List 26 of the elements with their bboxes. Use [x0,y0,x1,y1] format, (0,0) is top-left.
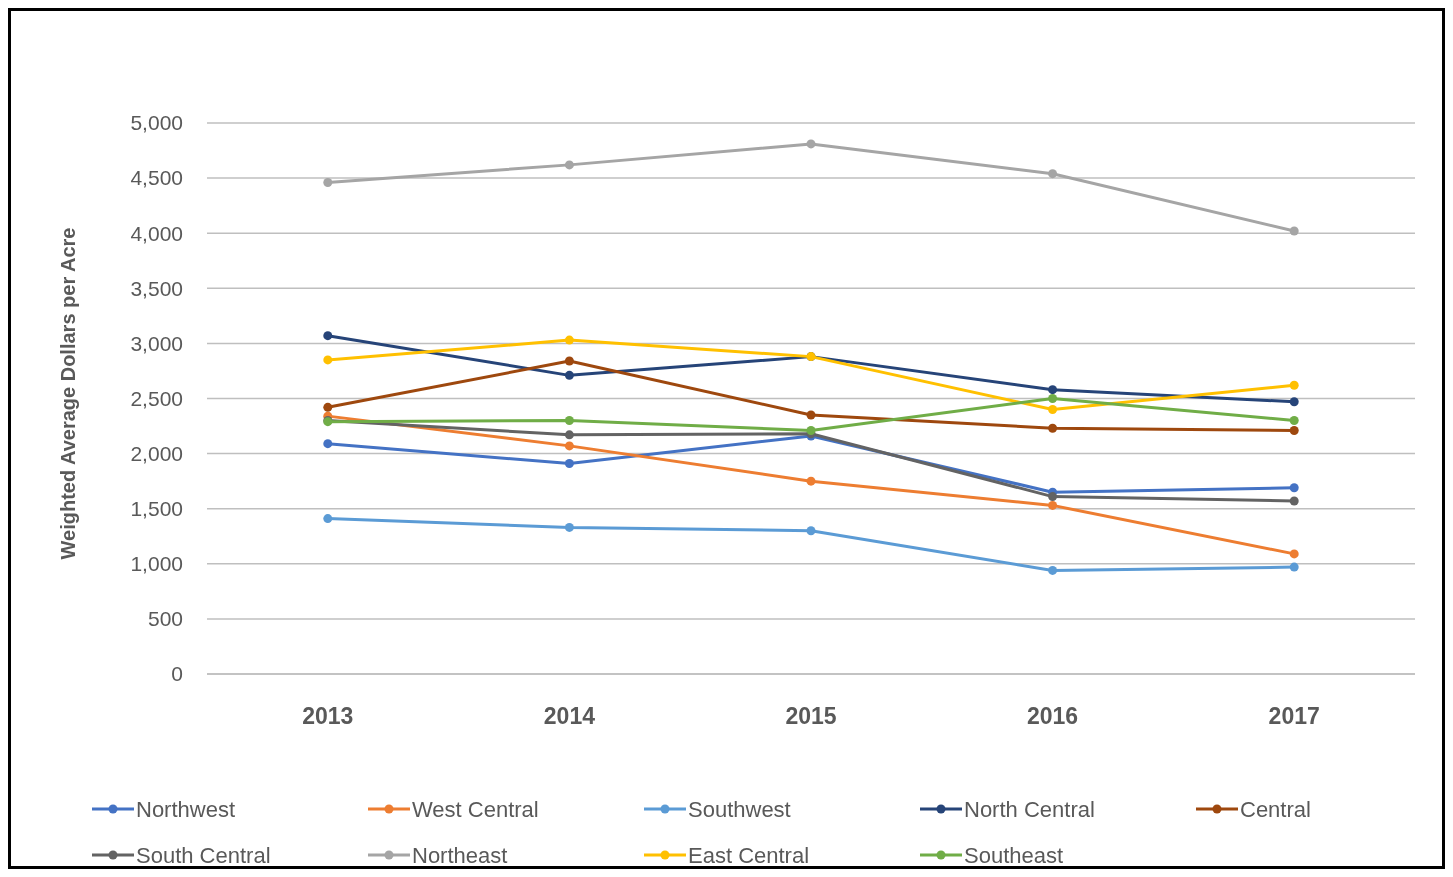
y-tick-label: 5,000 [130,111,183,135]
y-tick-label: 4,500 [130,166,183,190]
legend-label: West Central [412,796,539,822]
x-tick-label: 2013 [302,703,354,729]
y-tick-label: 0 [171,662,183,686]
y-axis-title: Weighted Average Dollars per Acre [57,227,79,560]
legend-label: Central [1240,796,1311,822]
x-tick-label: 2015 [785,703,837,729]
y-tick-label: 2,500 [130,386,183,410]
y-tick-label: 1,500 [130,497,183,521]
legend-label: South Central [136,842,271,868]
x-tick-label: 2017 [1268,703,1320,729]
x-tick-label: 2016 [1027,703,1079,729]
legend-label: Southwest [688,796,791,822]
legend-label: Southeast [964,842,1064,868]
y-tick-label: 3,500 [130,276,183,300]
y-tick-label: 3,000 [130,331,183,355]
legend-label: East Central [688,842,810,868]
y-tick-label: 1,000 [130,552,183,576]
y-tick-label: 2,000 [130,441,183,465]
y-tick-label: 500 [147,607,183,631]
y-tick-label: 4,000 [130,221,183,245]
legend-label: North Central [964,796,1095,822]
x-tick-label: 2014 [543,703,596,729]
legend-label: Northwest [136,796,236,822]
legend-label: Northeast [412,842,508,868]
